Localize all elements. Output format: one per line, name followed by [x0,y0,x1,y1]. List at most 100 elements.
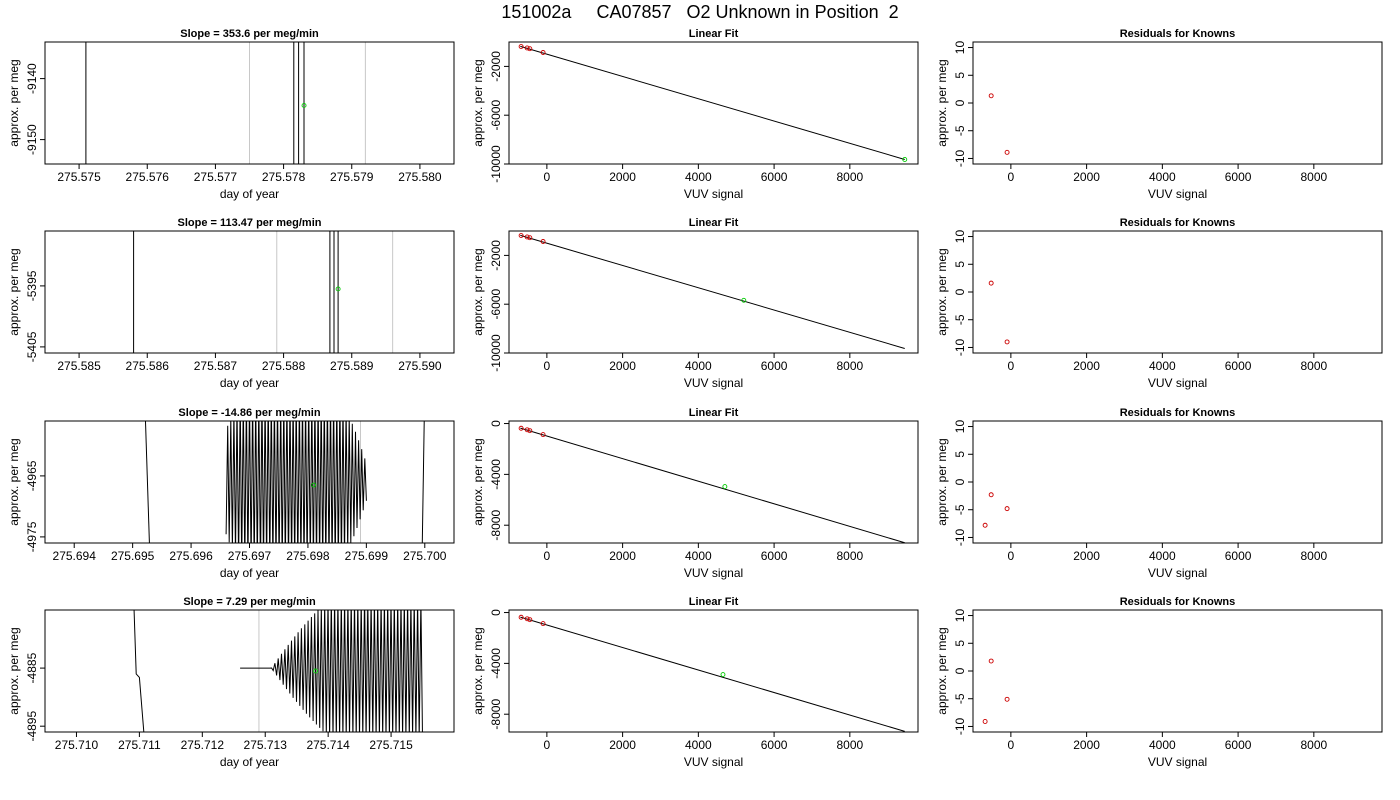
y-tick-label: 10 [953,609,967,623]
y-axis-label: approx. per meg [471,627,485,714]
panel-title: Linear Fit [689,28,739,40]
x-axis-label: VUV signal [1148,187,1207,201]
y-axis-label: approx. per meg [471,438,485,525]
x-tick-label: 0 [1008,170,1015,184]
x-tick-label: 275.579 [330,170,374,184]
y-tick-label: -4000 [489,459,503,490]
y-tick-label: -4975 [25,521,39,552]
plot-frame [972,41,1383,165]
y-axis-label: approx. per meg [935,248,949,335]
x-tick-label: 8000 [836,549,863,563]
y-tick-label: -8000 [489,510,503,541]
x-tick-label: 0 [544,359,551,373]
panel-0-2: Residuals for Knowns 0 2000 4000 6000 8000 VUV… [935,28,1383,201]
x-tick-label: 6000 [761,549,788,563]
x-tick-label: 275.587 [194,359,238,373]
x-tick-label: 275.577 [194,170,238,184]
x-tick-label: 0 [544,738,551,752]
y-axis-label: approx. per meg [471,248,485,335]
x-tick-label: 4000 [1149,549,1176,563]
panel-title: Linear Fit [689,596,739,608]
plot-area [518,425,905,543]
x-tick-label: 8000 [836,359,863,373]
unknown-point [301,102,307,108]
y-tick-label: -2000 [489,240,503,271]
x-tick-label: 8000 [836,738,863,752]
plot-area [133,610,423,732]
x-tick-label: 275.578 [262,170,306,184]
x-tick-label: 8000 [1300,359,1327,373]
plot-frame [44,230,455,354]
known-point [527,235,533,241]
x-tick-label: 6000 [1225,738,1252,752]
x-tick-label: 4000 [1149,170,1176,184]
x-tick-label: 4000 [685,549,712,563]
y-tick-label: -9150 [25,124,39,155]
x-tick-label: 0 [1008,359,1015,373]
y-tick-label: -6000 [489,100,503,131]
y-tick-label: 10 [953,41,967,55]
plot-area [518,233,905,349]
x-tick-label: 4000 [1149,359,1176,373]
y-axis-label: approx. per meg [7,438,21,525]
unknown-point [741,297,747,303]
panel-1-1: Linear Fit 0 2000 4000 6000 8000 VUV signal -20… [471,217,919,390]
x-tick-label: 2000 [1073,549,1100,563]
panel-2-0: Slope = -14.86 per meg/min 275.694 275.695… [7,407,455,580]
x-tick-label: 8000 [836,170,863,184]
x-axis-label: day of year [220,755,279,769]
known-point [1004,149,1010,155]
x-tick-label: 275.697 [228,549,272,563]
x-tick-label: 2000 [1073,359,1100,373]
known-point [1004,506,1010,512]
signal-trace [240,610,423,732]
known-point [1004,696,1010,702]
known-point [988,658,994,664]
x-tick-label: 275.590 [398,359,442,373]
x-axis-label: VUV signal [684,566,743,580]
y-tick-label: 0 [489,420,503,427]
x-tick-label: 8000 [1300,170,1327,184]
x-axis-label: day of year [220,566,279,580]
x-axis-label: VUV signal [684,376,743,390]
y-tick-label: -9140 [25,63,39,94]
y-axis-label: approx. per meg [935,438,949,525]
y-tick-label: -4895 [25,711,39,742]
panel-1-0: Slope = 113.47 per meg/min 275.585 275.586… [7,217,455,390]
x-tick-label: 4000 [685,738,712,752]
x-tick-label: 8000 [1300,738,1327,752]
x-tick-label: 275.699 [345,549,389,563]
x-axis-label: VUV signal [684,755,743,769]
plot-area [988,280,1010,345]
plot-area [988,93,1010,155]
known-point [982,522,988,528]
y-tick-label: -5 [953,693,967,704]
y-tick-label: -2000 [489,51,503,82]
y-tick-label: -10000 [489,334,503,372]
x-tick-label: 275.580 [398,170,442,184]
panel-0-1: Linear Fit 0 2000 4000 6000 8000 VUV signal -20… [471,28,919,201]
fit-line [520,616,905,732]
known-point [540,239,546,244]
panel-title: Slope = 7.29 per meg/min [183,596,316,608]
x-axis-label: VUV signal [684,187,743,201]
y-tick-label: -10 [953,717,967,735]
x-axis-label: day of year [220,187,279,201]
x-tick-label: 275.700 [403,549,447,563]
x-tick-label: 275.695 [111,549,155,563]
x-axis-label: VUV signal [1148,376,1207,390]
y-tick-label: -5 [953,504,967,515]
plot-frame [972,609,1383,733]
panel-1-2: Residuals for Knowns 0 2000 4000 6000 8000 VUV… [935,217,1383,390]
known-point [518,44,524,49]
x-tick-label: 275.713 [244,738,288,752]
x-tick-label: 2000 [609,170,636,184]
x-tick-label: 6000 [1225,359,1252,373]
fit-line [520,234,905,349]
panel-title: Slope = 113.47 per meg/min [178,217,322,229]
y-axis-label: approx. per meg [471,59,485,146]
y-tick-label: -10000 [489,145,503,183]
x-tick-label: 2000 [1073,170,1100,184]
y-tick-label: 0 [489,609,503,616]
x-tick-label: 275.696 [169,549,213,563]
